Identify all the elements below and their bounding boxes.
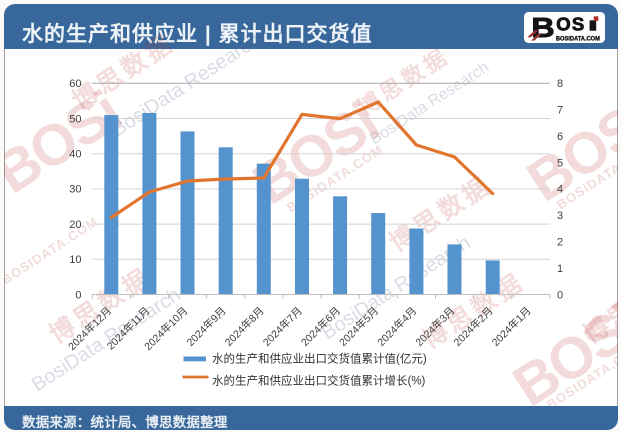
- svg-text:2024年9月: 2024年9月: [184, 304, 229, 349]
- svg-text:OS: OS: [556, 14, 585, 35]
- svg-text:10: 10: [69, 254, 81, 266]
- svg-text:40: 40: [69, 149, 81, 161]
- svg-text:4: 4: [557, 184, 563, 196]
- svg-text:2024年8月: 2024年8月: [222, 304, 267, 349]
- svg-text:2024年4月: 2024年4月: [375, 304, 420, 349]
- svg-text:50: 50: [69, 113, 81, 125]
- svg-text:0: 0: [557, 289, 563, 301]
- svg-text:BOSIDATA.COM: BOSIDATA.COM: [556, 36, 600, 43]
- svg-text:2024年6月: 2024年6月: [298, 304, 343, 349]
- svg-text:7: 7: [557, 105, 563, 117]
- svg-text:水的生产和供应业出口交货值累计增长(%): 水的生产和供应业出口交货值累计增长(%): [212, 374, 426, 388]
- svg-text:5: 5: [557, 157, 563, 169]
- svg-text:3: 3: [557, 210, 563, 222]
- svg-text:8: 8: [557, 78, 563, 90]
- svg-text:水的生产和供应业出口交货值累计值(亿元): 水的生产和供应业出口交货值累计值(亿元): [212, 352, 427, 366]
- svg-text:2: 2: [557, 237, 563, 249]
- svg-text:30: 30: [69, 184, 81, 196]
- svg-text:2024年3月: 2024年3月: [413, 304, 458, 349]
- svg-text:60: 60: [69, 78, 81, 90]
- svg-text:2024年7月: 2024年7月: [260, 304, 305, 349]
- svg-text:2024年2月: 2024年2月: [451, 304, 496, 349]
- svg-text:1: 1: [557, 263, 563, 275]
- svg-text:2024年1月: 2024年1月: [489, 304, 534, 349]
- svg-text:20: 20: [69, 219, 81, 231]
- svg-text:0: 0: [75, 289, 81, 301]
- svg-text:2024年5月: 2024年5月: [336, 304, 381, 349]
- svg-text:6: 6: [557, 131, 563, 143]
